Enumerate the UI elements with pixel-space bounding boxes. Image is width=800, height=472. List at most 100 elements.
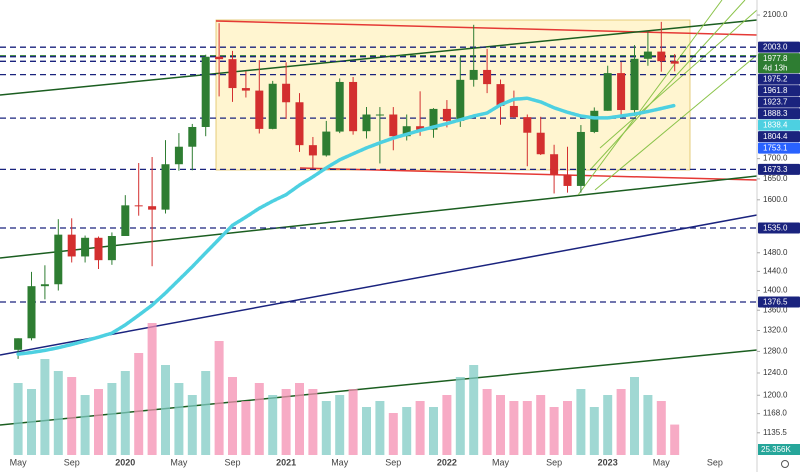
y-tick-label: 1240.0 <box>763 368 788 377</box>
candle-body <box>617 73 626 111</box>
candle-body <box>67 234 76 257</box>
candle-body <box>27 286 36 339</box>
candle-body <box>456 79 465 121</box>
price-badge <box>758 142 800 154</box>
y-tick-label: 1700.0 <box>763 154 788 163</box>
candle-body <box>308 145 317 156</box>
volume-bar <box>576 389 586 455</box>
candle-body <box>54 234 63 285</box>
y-tick-label: 1400.0 <box>763 286 788 295</box>
price-badge-label: 1535.0 <box>763 223 788 232</box>
candle-body <box>335 81 344 132</box>
price-badge <box>758 119 800 131</box>
candle-body <box>295 102 304 146</box>
volume-bar <box>469 365 479 455</box>
x-tick-label: May <box>10 457 28 467</box>
volume-bar <box>94 389 103 455</box>
volume-bar <box>536 395 546 455</box>
volume-bar <box>187 395 197 455</box>
volume-bar <box>630 377 639 455</box>
volume-badge <box>758 444 800 455</box>
candle-body <box>81 237 90 257</box>
candle-body <box>536 132 545 155</box>
price-badge <box>758 108 800 120</box>
price-badge-label: 1673.3 <box>763 165 788 174</box>
candle-body <box>576 131 585 186</box>
x-tick-label: May <box>653 457 671 467</box>
volume-bar <box>616 389 626 455</box>
y-tick-label: 1480.0 <box>763 248 788 257</box>
price-badge <box>758 96 800 108</box>
candle-body <box>483 69 492 85</box>
candle-body <box>657 51 666 62</box>
x-tick-label: 2020 <box>115 457 135 467</box>
trend-line <box>299 167 758 181</box>
candle-body <box>174 146 183 165</box>
price-badge-label: 1977.8 <box>763 54 788 63</box>
price-badge <box>758 296 800 308</box>
channel-line <box>594 54 758 191</box>
price-badge-label: 1804.4 <box>763 132 788 141</box>
candle-body <box>121 205 130 236</box>
candle-body <box>40 284 49 287</box>
candle-body <box>550 154 559 175</box>
settings-icon[interactable] <box>781 460 789 468</box>
y-tick-label: 1360.0 <box>763 305 788 314</box>
x-tick-label: May <box>492 457 510 467</box>
candle-body <box>375 114 384 116</box>
x-tick-label: 2022 <box>437 457 457 467</box>
y-tick-label: 1168.0 <box>763 409 787 418</box>
volume-bar <box>549 407 559 455</box>
y-tick-label: 1280.0 <box>763 347 788 356</box>
candle-body <box>496 84 505 106</box>
volume-bar <box>375 401 385 455</box>
volume-bar <box>362 407 371 455</box>
trend-line <box>0 214 758 356</box>
price-badge-label: 1975.2 <box>763 75 788 84</box>
candle-body <box>14 338 23 350</box>
price-badge <box>758 73 800 85</box>
candle-body <box>429 108 438 130</box>
candle-body <box>509 105 518 118</box>
volume-bar <box>268 395 278 455</box>
volume-bar <box>509 401 519 455</box>
candle-body <box>148 206 157 210</box>
x-tick-label: 2021 <box>276 457 296 467</box>
volume-bar <box>482 389 492 455</box>
channel-line <box>589 0 746 171</box>
candle-body <box>201 56 210 127</box>
volume-bar <box>147 323 157 455</box>
price-badge <box>758 53 800 74</box>
volume-bar <box>107 383 117 455</box>
candle-body <box>188 126 197 147</box>
candle-body <box>389 114 398 137</box>
volume-bar <box>643 395 653 455</box>
x-tick-label: Sep <box>546 457 562 467</box>
candle-body <box>442 108 451 121</box>
volume-bar <box>522 401 532 455</box>
volume-bar <box>442 395 452 455</box>
candle-body <box>322 131 331 156</box>
candle-body <box>670 61 679 64</box>
candle-body <box>215 56 224 60</box>
candle-body <box>630 58 639 111</box>
trend-lines <box>0 0 758 426</box>
candle-body <box>94 237 103 261</box>
volume-bar <box>80 395 90 455</box>
trend-line <box>0 19 758 96</box>
candle-body <box>241 88 250 91</box>
y-tick-label: 1320.0 <box>763 326 788 335</box>
price-badge-label: 1376.5 <box>763 297 788 306</box>
moving-average <box>16 96 677 356</box>
price-badge-label: 1838.4 <box>763 121 788 130</box>
candle-body <box>362 114 371 132</box>
price-badge-label: 1923.7 <box>763 98 788 107</box>
volume-bar <box>134 353 144 455</box>
price-badge-label: 1753.1 <box>763 144 788 153</box>
price-badge <box>758 41 800 53</box>
volume-bar <box>53 371 63 455</box>
volume-bar <box>308 389 318 455</box>
candle-body <box>107 235 116 261</box>
